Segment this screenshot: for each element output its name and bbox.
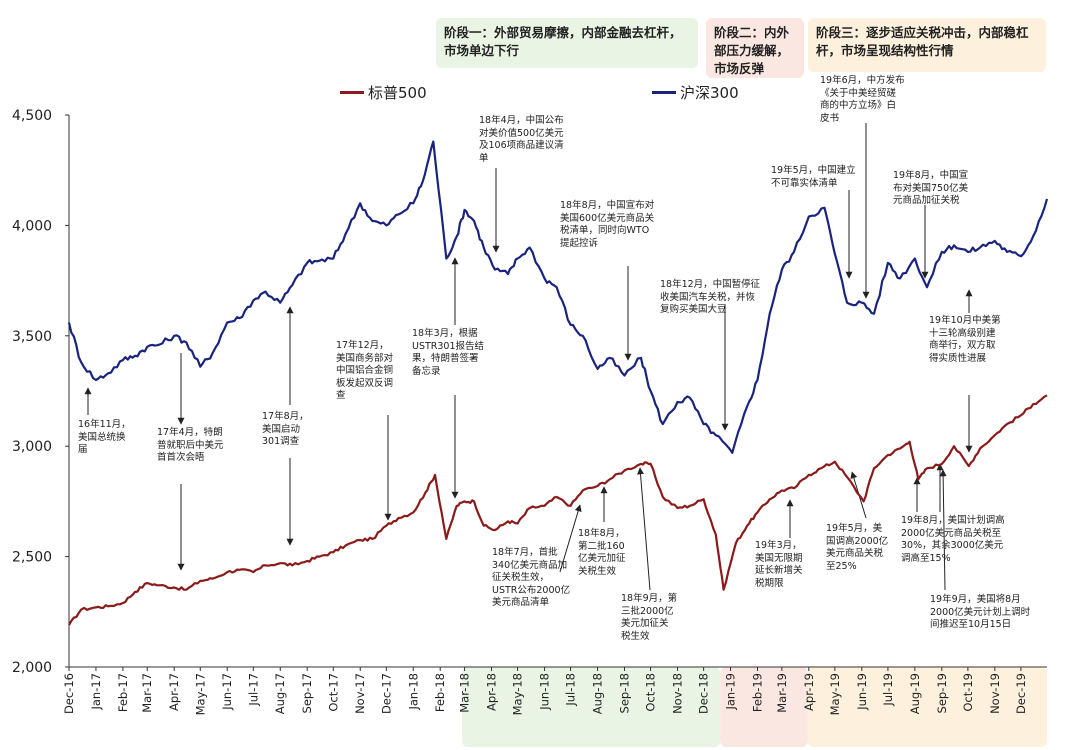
annotation: 18年9月，第 三批2000亿 美元加征关 税生效 [621,593,678,642]
x-tick-label: Dec-17 [379,673,393,714]
annotation: 17年4月，特朗 普就职后中美元 首首次会晤 [157,427,224,463]
annotation-arrow [939,469,947,591]
x-tick-label: May-19 [828,673,842,715]
x-tick-label: Jul-18 [564,673,578,707]
y-tick-label: 3,000 [12,439,52,455]
annotation-arrow [559,504,582,573]
annotation: 17年12月， 美国商务部对 中国铝合金铜 板发起双反调 查 [336,340,394,401]
annotation: 18年7月，首批 340亿美元商品加 征关税生效， USTR公布2000亿 美元… [492,547,571,608]
x-tick-label: Jan-18 [406,673,420,711]
legend-csi300-swatch [652,91,676,94]
axes [65,114,1047,671]
x-tick-label: Dec-19 [1014,673,1028,714]
x-tick-label: Dec-16 [62,673,76,714]
x-tick-label: Dec-18 [697,673,711,714]
annotation-arrow [637,467,651,591]
phase-2-label: 阶段二：内外部压力缓解，市场反弹 [714,25,790,76]
annotation: 19年5月，中国建立 不可靠实体清单 [771,165,856,189]
x-tick-label: May-17 [193,673,207,715]
y-tick-label: 4,000 [12,218,52,234]
legend-csi300: 沪深300 [652,82,739,103]
x-tick-label: Apr-18 [484,673,498,711]
x-tick-label: Feb-17 [116,673,130,712]
y-tick-label: 3,500 [12,329,52,345]
x-tick-label: Jan-19 [724,673,738,711]
annotation: 19年6月，中方发布 《关于中美经贸磋 商的中方立场》白 皮书 [820,75,905,124]
x-tick-label: Mar-19 [775,673,789,713]
x-tick-label: Jul-19 [881,673,895,707]
x-tick-label: Apr-19 [802,673,816,711]
x-tick-label: May-18 [511,673,525,715]
phase-2-box: 阶段二：内外部压力缓解，市场反弹 [706,18,804,78]
x-tick-label: Feb-18 [433,673,447,712]
series-line-sp500 [68,394,1048,626]
annotation: 19年5月，美 国调高2000亿 美元商品关税 至25% [826,523,889,572]
legend-sp500-swatch [340,91,364,94]
annotation: 18年8月， 第二批160 亿美元加征 关税生效 [578,528,626,577]
legend-sp500-label: 标普500 [368,84,427,102]
x-tick-label: Apr-17 [167,673,181,711]
x-tick-label: Oct-17 [326,673,340,712]
x-tick-label: Aug-18 [591,673,605,714]
x-tick-labels: Dec-16 Jan-17 Feb-17 Mar-17 Apr-17 May-17 Jun-… [62,673,1028,715]
x-tick-label: Aug-19 [908,673,922,714]
x-tick-label: Nov-18 [671,673,685,714]
phase-band-1 [461,667,721,747]
phase-3-label: 阶段三：逐步适应关税冲击，内部稳杠杆，市场呈现结构性行情 [816,25,1029,58]
x-tick-label: Oct-18 [644,673,658,712]
legend-csi300-label: 沪深300 [680,84,739,102]
y-tick-labels: 2,000 2,500 3,000 3,500 4,000 4,500 [12,108,52,676]
phase-3-box: 阶段三：逐步适应关税冲击，内部稳杠杆，市场呈现结构性行情 [808,18,1046,72]
y-tick-label: 2,500 [12,550,52,566]
x-tick-label: Sep-19 [935,673,949,713]
x-tick-label: Feb-19 [751,673,765,712]
x-tick-label: Jun-17 [220,673,234,711]
x-tick-label: Oct-19 [961,673,975,712]
annotation: 19年9月，美国将8月 2000亿美元计划上调时 间推迟至10月15日 [930,594,1031,630]
annotation: 16年11月， 美国总统换 届 [78,419,131,455]
annotation: 18年8月，中国宣布对 美国600亿美元商品关 税清单，同时向WTO 提起控诉 [560,200,655,249]
x-tick-label: Jun-19 [855,673,869,711]
annotation-arrows [84,123,973,591]
x-tick-label: Jul-17 [246,673,260,707]
phase-bands [461,667,1047,747]
x-tick-label: Aug-17 [273,673,287,714]
phase-band-3 [807,667,1047,747]
legend-sp500: 标普500 [340,82,427,103]
annotation: 19年8月，中国宣 布对美国750亿美 元商品加征关税 [893,170,969,206]
annotation: 18年4月，中国公布 对美价值500亿美元 及106项商品建议清 单 [479,115,564,164]
annotation: 19年8月，美国计划调高 2000亿美元商品关税至 30%，其余3000亿美元 … [901,515,1005,564]
x-tick-label: Jan-17 [89,673,103,711]
y-tick-label: 2,000 [12,660,52,676]
x-tick-label: Sep-17 [300,673,314,713]
x-tick-label: Mar-18 [458,673,472,713]
annotation: 19年10月中美第 十三轮高级别建 商举行，双方取 得实质性进展 [929,315,1001,364]
series-lines [67,140,1049,626]
phase-band-2 [720,667,808,747]
x-tick-label: Nov-17 [353,673,367,714]
annotation: 17年8月， 美国启动 301调查 [262,411,309,447]
annotation: 18年12月，中国暂停征 收美国汽车关税，并恢 复购买美国大豆 [660,279,761,315]
annotation: 18年3月，根据 USTR301报告结 果，特朗普签署 备忘录 [412,328,485,377]
phase-1-label: 阶段一：外部贸易摩擦，内部金融去杠杆，市场单边下行 [444,25,682,58]
x-tick-label: Sep-18 [618,673,632,713]
x-tick-label: Nov-19 [988,673,1002,714]
y-tick-label: 4,500 [12,108,52,124]
x-tick-label: Jun-18 [538,673,552,711]
annotation: 19年3月， 美国无限期 延长新增关 税期限 [755,540,803,589]
phase-1-box: 阶段一：外部贸易摩擦，内部金融去杠杆，市场单边下行 [436,18,698,68]
series-line-csi300 [67,140,1049,454]
x-tick-label: Mar-17 [140,673,154,713]
